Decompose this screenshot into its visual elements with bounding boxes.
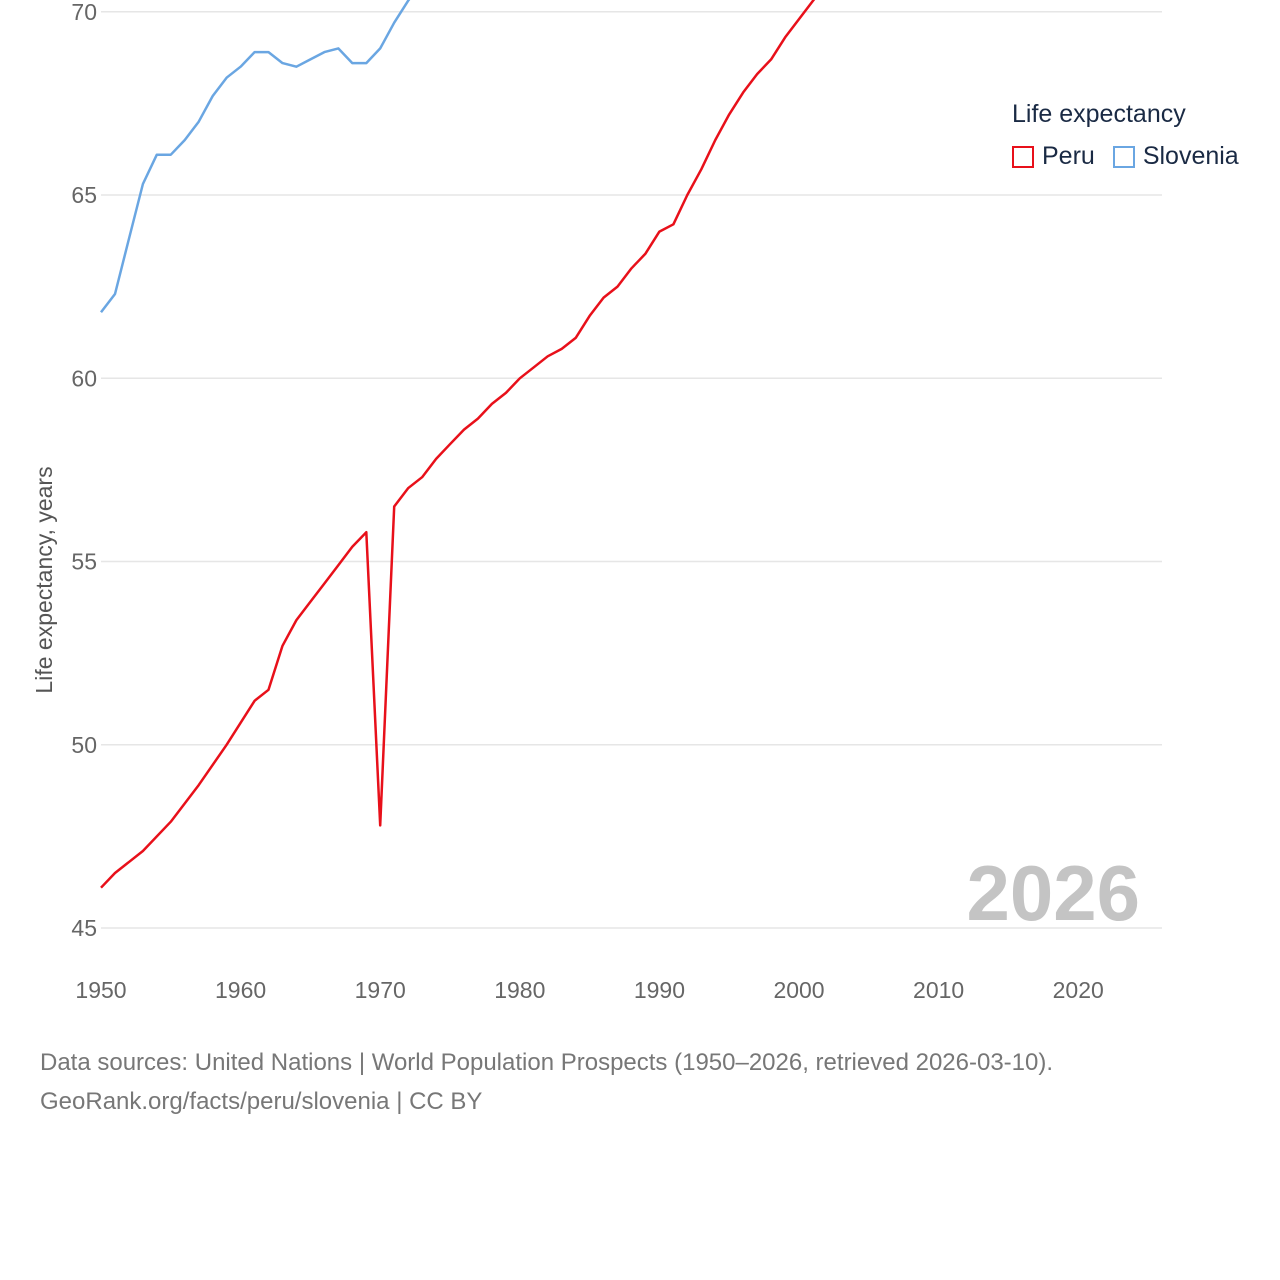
x-tick-label: 2000 <box>773 977 824 1003</box>
legend-item-slovenia[interactable]: Slovenia <box>1112 142 1239 171</box>
x-tick-label: 1980 <box>494 977 545 1003</box>
y-tick-label: 60 <box>71 365 97 391</box>
legend-title: Life expectancy <box>1012 100 1186 128</box>
y-axis-title: Life expectancy, years <box>31 466 57 693</box>
source-note: Data sources: United Nations | World Pop… <box>40 1043 1053 1121</box>
source-line-1: Data sources: United Nations | World Pop… <box>40 1049 1054 1076</box>
source-line-2[interactable]: GeoRank.org/facts/peru/slovenia | CC BY <box>40 1088 483 1115</box>
x-tick-label: 1990 <box>634 977 685 1003</box>
legend-swatch-peru <box>1012 145 1034 168</box>
legend-swatch-slovenia <box>1112 145 1135 168</box>
x-tick-label: 1970 <box>355 977 406 1003</box>
x-tick-label: 2010 <box>913 977 964 1003</box>
legend-item-peru[interactable]: Peru <box>1012 142 1095 171</box>
year-watermark: 2026 <box>966 849 1140 937</box>
legend-label-slovenia: Slovenia <box>1142 142 1239 170</box>
y-tick-label: 45 <box>71 915 97 941</box>
legend-label-peru: Peru <box>1042 142 1095 170</box>
legend: Peru Slovenia <box>1012 142 1257 171</box>
y-tick-label: 55 <box>71 549 97 575</box>
x-tick-label: 1960 <box>215 977 266 1003</box>
x-tick-label: 2020 <box>1053 977 1104 1003</box>
series-line-peru <box>100 0 816 889</box>
y-tick-label: 50 <box>71 732 97 758</box>
y-tick-label: 70 <box>71 0 97 25</box>
x-tick-label: 1950 <box>75 977 126 1003</box>
y-tick-label: 65 <box>71 182 97 208</box>
series-line-slovenia <box>100 0 411 314</box>
